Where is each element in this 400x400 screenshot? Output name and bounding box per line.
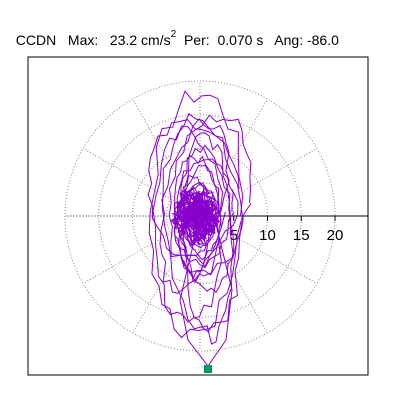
orbit-trace xyxy=(147,90,252,367)
angle-value: -86.0 xyxy=(306,32,339,48)
radial-tick-label-15: 15 xyxy=(293,227,310,244)
orbit-loop-5 xyxy=(168,114,252,276)
radial-axis: 5 10 15 20 xyxy=(200,215,368,244)
max-exponent: 2 xyxy=(170,29,177,40)
radial-tick-label-10: 10 xyxy=(259,227,276,244)
radial-tick-label-20: 20 xyxy=(327,227,344,244)
orbit-core xyxy=(170,186,222,248)
orbit-loop-12 xyxy=(147,119,240,268)
orbit-loop-14 xyxy=(176,174,212,279)
peak-marker xyxy=(204,365,212,373)
radial-tick-label-5: 5 xyxy=(230,227,238,244)
orbit-loop-0 xyxy=(148,90,244,339)
max-label: Max: xyxy=(67,32,99,48)
chart-header: CCDN Max: 23.2 cm/s2 Per: 0.070 s Ang: -… xyxy=(8,16,339,48)
period-value: 0.070 s xyxy=(217,32,264,48)
orbit-loop-9 xyxy=(176,158,235,269)
period-label: Per: xyxy=(183,32,210,48)
angle-label: Ang: xyxy=(274,32,304,48)
station-code: CCDN xyxy=(15,32,57,48)
orbit-loop-6 xyxy=(152,125,224,323)
grid-spoke-30 xyxy=(199,148,318,217)
max-value: 23.2 cm/s xyxy=(109,32,171,48)
